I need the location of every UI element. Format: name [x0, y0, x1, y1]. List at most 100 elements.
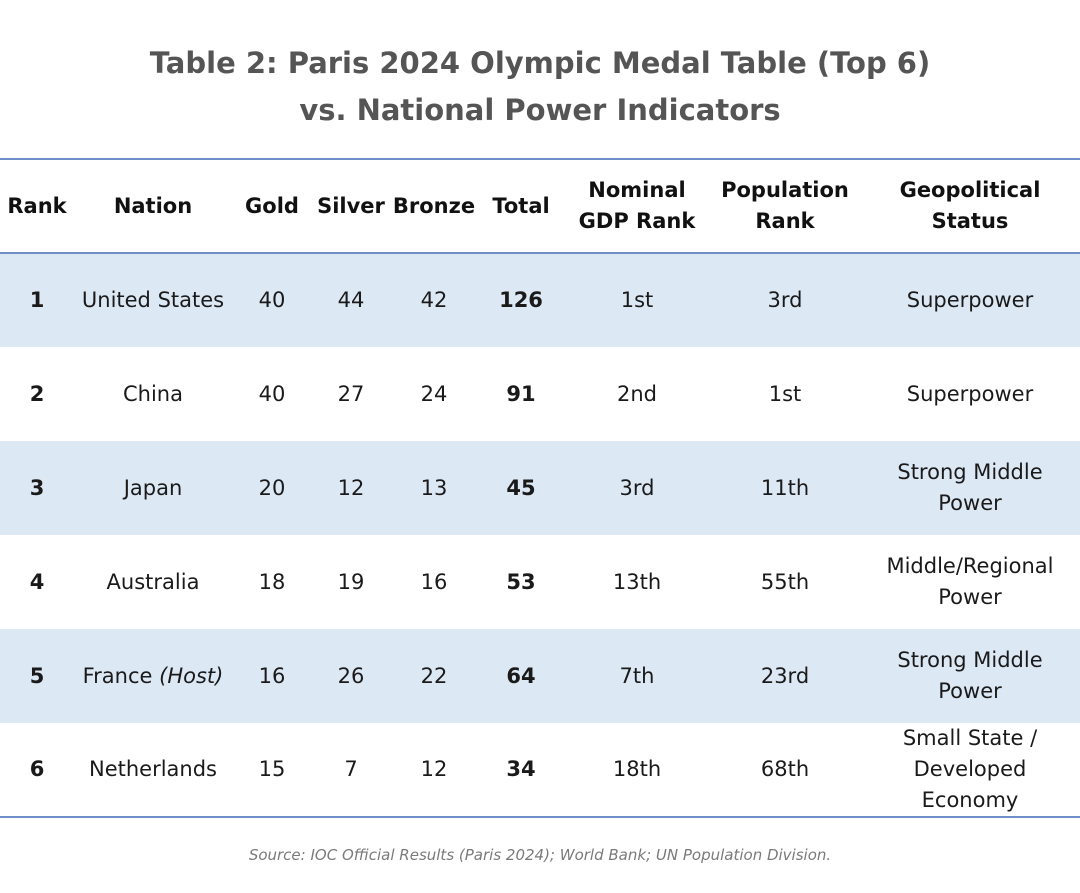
table-row: 5 France (Host) 16 26 22 64 7th 23rd Strong Midd…: [0, 629, 1080, 723]
rank-cell: 2: [29, 381, 45, 406]
geopolitical-status-cell: Small State / Developed Economy: [860, 723, 1080, 818]
gdp-rank-cell: 1st: [620, 288, 654, 312]
status-line: Superpower: [906, 381, 1034, 406]
gdp-rank-cell: 18th: [564, 723, 710, 818]
status-line: Strong Middle: [897, 648, 1043, 672]
gold-cell: 15: [232, 723, 312, 818]
table-title-line-1: Table 2: Paris 2024 Olympic Medal Table …: [149, 46, 931, 80]
nation-name: China: [123, 381, 183, 406]
nation-cell: Netherlands: [74, 723, 232, 818]
geopolitical-status-cell: Strong Middle Power: [860, 441, 1080, 535]
total-cell: 45: [506, 475, 536, 500]
total-cell: 126: [499, 288, 543, 312]
table-body: 1 United States 40 44 42 126 1st 3rd Superpower 2…: [0, 253, 1080, 818]
table-title-line-2: vs. National Power Indicators: [299, 93, 781, 127]
table-row: 3 Japan 20 12 13 45 3rd 11th Strong Middle Power: [0, 441, 1080, 535]
gdp-rank-cell: 2nd: [616, 381, 657, 406]
table-row: 1 United States 40 44 42 126 1st 3rd Superpower: [0, 253, 1080, 347]
bronze-cell: 24: [420, 381, 448, 406]
nation-name: Japan: [123, 475, 183, 500]
bronze-cell: 22: [420, 663, 448, 688]
rank-cell: 6: [0, 723, 74, 818]
header-geo-line-2: Status: [931, 209, 1009, 233]
gdp-rank-cell: 13th: [612, 569, 662, 594]
population-rank-cell: 1st: [768, 381, 802, 406]
bronze-cell: 16: [420, 569, 448, 594]
header-bronze: Bronze: [390, 158, 478, 254]
table-row: 6 Netherlands 15 7 12 34 18th 68th Small State /…: [0, 723, 1080, 818]
gold-cell: 18: [258, 569, 286, 594]
gold-cell: 40: [258, 288, 286, 312]
nation-cell: Japan: [74, 441, 232, 535]
geopolitical-status-cell: Superpower: [860, 347, 1080, 441]
silver-cell: 7: [312, 723, 390, 818]
silver-cell: 27: [337, 381, 365, 406]
geopolitical-status-cell: Superpower: [860, 253, 1080, 347]
table-header: Rank Nation Gold Silver Bronze Total Nom…: [0, 158, 1080, 254]
status-line: Power: [938, 585, 1002, 609]
nation-cell: Australia: [74, 535, 232, 629]
bronze-cell: 12: [390, 723, 478, 818]
nation-cell: United States: [74, 253, 232, 347]
total-cell: 53: [506, 569, 536, 594]
gold-cell: 16: [258, 663, 286, 688]
gdp-rank-cell: 3rd: [619, 475, 655, 500]
silver-cell: 12: [337, 475, 365, 500]
nation-cell: France (Host): [74, 629, 232, 723]
status-line: Economy: [921, 788, 1019, 812]
rank-cell: 1: [29, 288, 45, 312]
population-rank-cell: 11th: [760, 475, 810, 500]
total-cell: 64: [506, 663, 536, 688]
gold-cell: 20: [258, 475, 286, 500]
bronze-cell: 13: [420, 475, 448, 500]
silver-cell: 26: [337, 663, 365, 688]
population-rank-cell: 23rd: [760, 663, 810, 688]
header-rank: Rank: [0, 158, 74, 254]
status-line: Developed: [913, 757, 1027, 781]
status-line: Strong Middle: [897, 460, 1043, 484]
total-cell: 34: [478, 723, 564, 818]
nation-name: Australia: [106, 569, 200, 594]
gdp-rank-cell: 7th: [619, 663, 655, 688]
geopolitical-status-cell: Middle/Regional Power: [860, 535, 1080, 629]
header-nation: Nation: [74, 158, 232, 254]
header-geopolitical-status: Geopolitical Status: [860, 158, 1080, 254]
rank-cell: 3: [29, 475, 45, 500]
header-pop-line-1: Population: [721, 178, 849, 202]
population-rank-cell: 3rd: [767, 288, 803, 312]
table-title: Table 2: Paris 2024 Olympic Medal Table …: [0, 40, 1080, 134]
header-row: Rank Nation Gold Silver Bronze Total Nom…: [0, 158, 1080, 254]
header-population-rank: Population Rank: [710, 158, 860, 254]
silver-cell: 44: [337, 288, 365, 312]
header-geo-line-1: Geopolitical: [899, 178, 1041, 202]
status-line: Power: [938, 491, 1002, 515]
status-line: Middle/Regional: [886, 554, 1054, 578]
header-gdp-line-2: GDP Rank: [578, 209, 696, 233]
header-gold: Gold: [232, 158, 312, 254]
gold-cell: 40: [258, 381, 286, 406]
header-gdp-line-1: Nominal: [588, 178, 686, 202]
nation-name: Netherlands: [88, 757, 217, 781]
population-rank-cell: 55th: [760, 569, 810, 594]
table-row: 4 Australia 18 19 16 53 13th 55th Middle/Regiona…: [0, 535, 1080, 629]
rank-cell: 4: [29, 569, 45, 594]
total-cell: 91: [506, 381, 536, 406]
nation-name: France: [82, 663, 153, 688]
header-gdp-rank: Nominal GDP Rank: [564, 158, 710, 254]
silver-cell: 19: [337, 569, 365, 594]
medal-table: Rank Nation Gold Silver Bronze Total Nom…: [0, 158, 1080, 818]
nation-name: United States: [81, 288, 225, 312]
host-label: (Host): [159, 663, 224, 688]
rank-cell: 5: [29, 663, 45, 688]
geopolitical-status-cell: Strong Middle Power: [860, 629, 1080, 723]
bronze-cell: 42: [420, 288, 448, 312]
source-note: Source: IOC Official Results (Paris 2024…: [248, 846, 832, 864]
status-line: Small State /: [902, 726, 1038, 750]
status-line: Superpower: [906, 288, 1034, 312]
header-silver: Silver: [312, 158, 390, 254]
header-pop-line-2: Rank: [755, 209, 815, 233]
nation-cell: China: [74, 347, 232, 441]
header-total: Total: [478, 158, 564, 254]
status-line: Power: [938, 679, 1002, 703]
population-rank-cell: 68th: [710, 723, 860, 818]
